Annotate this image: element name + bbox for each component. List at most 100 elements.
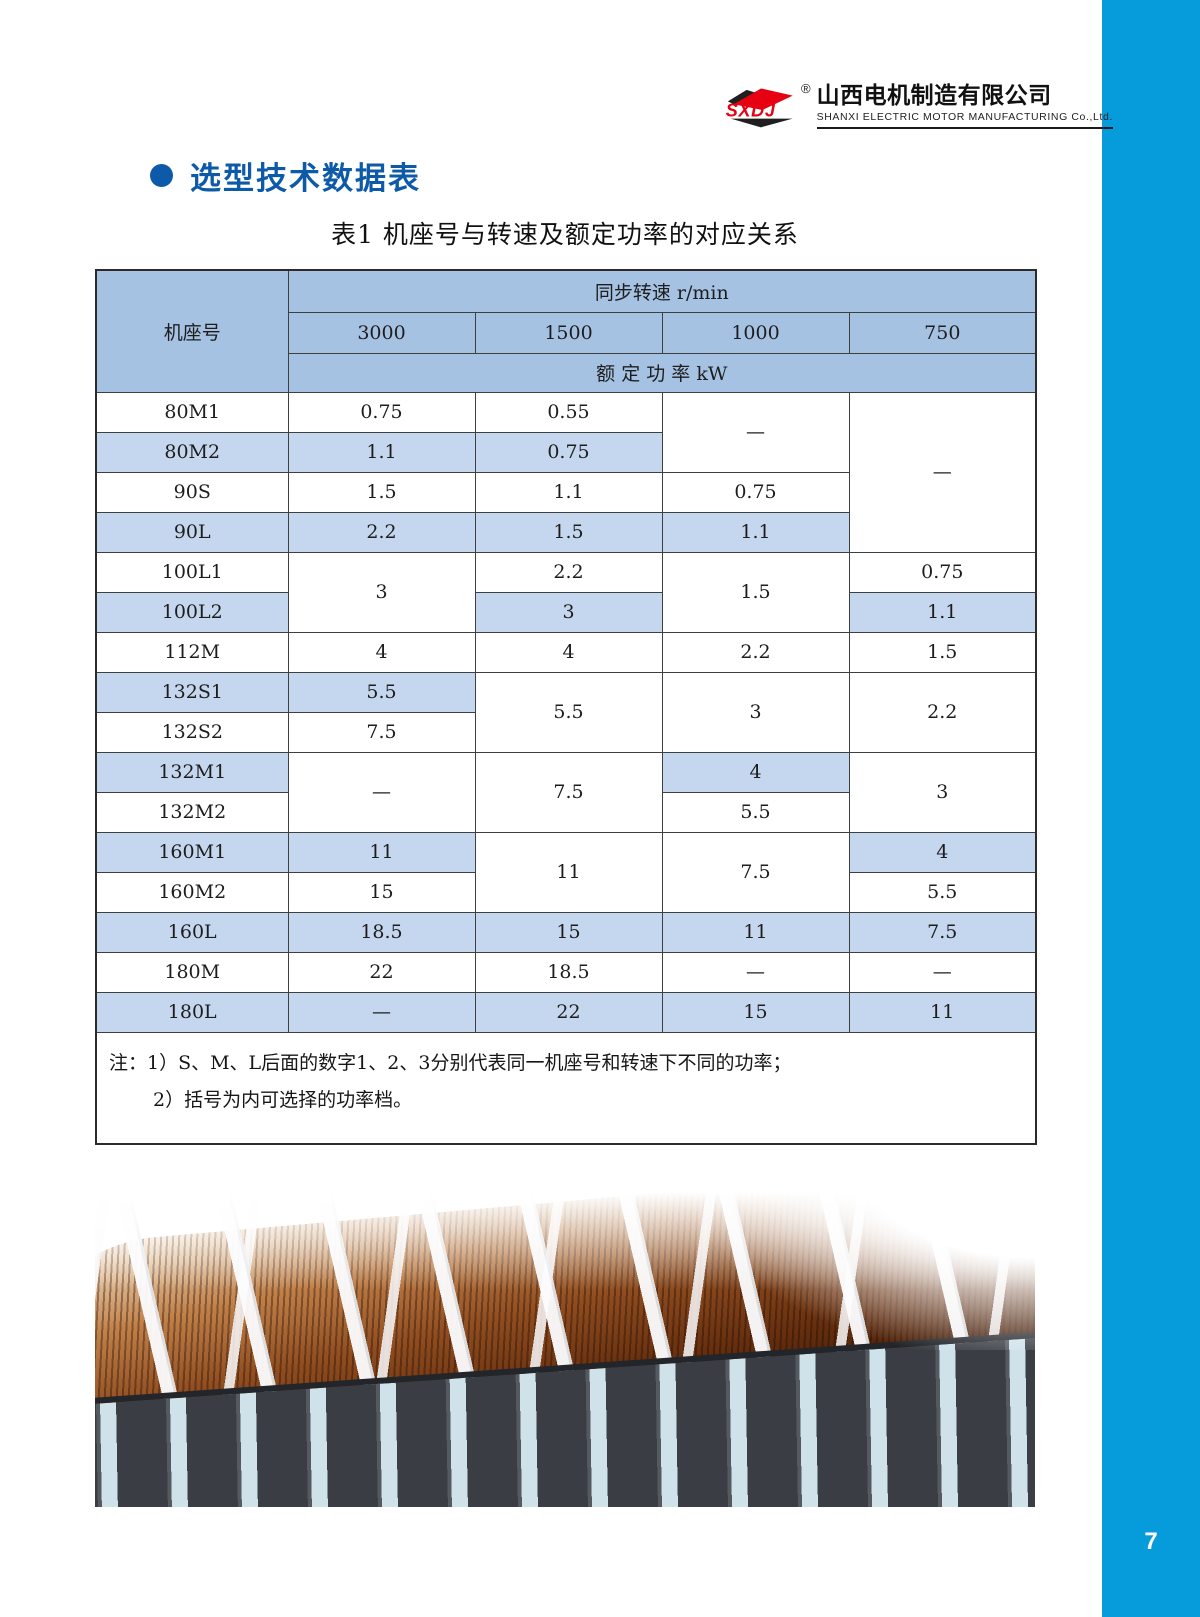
power-cell: 18.5 [474, 951, 663, 993]
company-name-block: 山西电机制造有限公司 SHANXI ELECTRIC MOTOR MANUFAC… [816, 82, 1113, 129]
power-cell: 11 [474, 831, 663, 913]
power-cell: 4 [848, 831, 1037, 873]
power-cell: 2.2 [848, 671, 1037, 753]
page-number: 7 [1144, 1528, 1158, 1555]
table-row: 160M1 11 11 7.5 4 [95, 831, 1037, 913]
stator-winding-photo [95, 1150, 1035, 1507]
selection-table-wrap: 机座号 同步转速 r/min 3000 1500 1000 750 额 定 功 … [95, 269, 1038, 1145]
power-cell: 0.75 [848, 551, 1037, 593]
power-cell: 2.2 [474, 551, 663, 593]
power-cell: 11 [661, 911, 850, 953]
frame-cell: 180M [95, 951, 289, 993]
power-cell: 4 [287, 631, 476, 673]
sxdj-logo-icon: SXDJ [726, 88, 793, 128]
frame-cell: 100L2 [95, 591, 289, 633]
frame-cell: 160M1 [95, 831, 289, 873]
frame-cell: 100L1 [95, 551, 289, 593]
table-row: 90S 1.5 1.1 0.75 [95, 471, 1036, 513]
power-cell: 3 [474, 591, 663, 633]
power-cell: — [848, 951, 1037, 993]
power-cell: 1.5 [474, 511, 663, 553]
table-title: 表1 机座号与转速及额定功率的对应关系 [331, 220, 799, 249]
table-row: 160L 18.5 15 11 7.5 [95, 911, 1037, 953]
header-speed-group: 同步转速 r/min [287, 269, 1037, 313]
header-power-group: 额 定 功 率 kW [287, 352, 1037, 393]
table-notes-row: 注：1）S、M、L后面的数字1、2、3分别代表同一机座号和转速下不同的功率； 2… [95, 1031, 1037, 1145]
power-cell: 0.75 [287, 391, 476, 433]
power-cell: 15 [474, 911, 663, 953]
svg-text:SXDJ: SXDJ [726, 101, 776, 121]
table-row: 132S2 7.5 [95, 711, 1036, 753]
power-cell: 18.5 [287, 911, 476, 953]
power-cell: 1.1 [848, 591, 1037, 633]
table-row: 160M2 15 5.5 [95, 871, 1037, 913]
table-row: 80M2 1.1 0.75 [95, 431, 1036, 473]
header-speed: 1500 [474, 311, 663, 354]
power-cell: 15 [287, 871, 476, 913]
power-cell: — [661, 951, 850, 993]
selection-table: 机座号 同步转速 r/min 3000 1500 1000 750 额 定 功 … [95, 269, 1038, 1145]
power-cell: 22 [474, 991, 663, 1033]
header-frame: 机座号 [95, 269, 289, 393]
power-cell: 5.5 [287, 671, 476, 713]
power-cell: 4 [661, 751, 850, 793]
table-row: 80M1 0.75 0.55 — — [95, 391, 1037, 553]
photo-right-fade [695, 1150, 1035, 1350]
power-cell: 5.5 [848, 871, 1037, 913]
frame-cell: 80M2 [95, 431, 289, 473]
registered-trademark-icon: ® [801, 81, 811, 96]
table-row: 180L — 22 15 11 [95, 991, 1037, 1033]
power-cell: 15 [661, 991, 850, 1033]
frame-cell: 132M1 [95, 751, 289, 793]
power-cell: 7.5 [287, 711, 476, 753]
frame-cell: 160L [95, 911, 289, 953]
table-row: 3000 1500 1000 750 [96, 311, 1037, 354]
table-row: 132M1 — 7.5 4 3 [95, 751, 1037, 833]
power-cell: 22 [287, 951, 476, 993]
header-speed: 1000 [661, 311, 850, 354]
header-speed: 750 [848, 311, 1037, 354]
power-cell: — [287, 991, 476, 1033]
power-cell: 3 [287, 551, 476, 633]
power-cell: 1.1 [474, 471, 663, 513]
power-cell: 1.1 [287, 431, 476, 473]
power-cell: 11 [848, 991, 1037, 1033]
power-cell: 2.2 [661, 631, 850, 673]
power-cell: 4 [474, 631, 663, 673]
frame-cell: 90S [95, 471, 289, 513]
table-row: 112M 4 4 2.2 1.5 [95, 631, 1037, 673]
frame-cell: 132S1 [95, 671, 289, 713]
power-cell: — [848, 391, 1037, 553]
frame-cell: 90L [95, 511, 289, 553]
power-cell: 2.2 [287, 511, 476, 553]
power-cell: 11 [287, 831, 476, 873]
frame-cell: 80M1 [95, 391, 289, 433]
power-cell: — [287, 751, 476, 833]
frame-cell: 160M2 [95, 871, 289, 913]
table-notes: 注：1）S、M、L后面的数字1、2、3分别代表同一机座号和转速下不同的功率； 2… [95, 1031, 1037, 1145]
frame-cell: 112M [95, 631, 289, 673]
section-heading: 选型技术数据表 [150, 153, 421, 198]
power-cell: 1.5 [848, 631, 1037, 673]
frame-cell: 132S2 [95, 711, 289, 753]
bullet-icon [150, 164, 173, 187]
note-line-1: 注：1）S、M、L后面的数字1、2、3分别代表同一机座号和转速下不同的功率； [109, 1051, 792, 1074]
power-cell: 1.5 [661, 551, 850, 633]
power-cell: 3 [848, 751, 1037, 833]
company-name-en: SHANXI ELECTRIC MOTOR MANUFACTURING Co.,… [816, 111, 1113, 123]
header-speed: 3000 [287, 311, 476, 354]
note-line-2: 2）括号为内可选择的功率档。 [153, 1088, 413, 1111]
company-name-cn: 山西电机制造有限公司 [816, 82, 1052, 108]
power-cell: 0.75 [474, 431, 663, 473]
power-cell: 7.5 [848, 911, 1037, 953]
table-row: 132M2 5.5 [95, 791, 1036, 833]
power-cell: 5.5 [661, 791, 850, 833]
page-edge-bar: 7 [1102, 0, 1200, 1617]
frame-cell: 132M2 [95, 791, 289, 833]
power-cell: — [661, 391, 850, 473]
power-cell: 7.5 [474, 751, 663, 833]
table-row: 100L2 3 1.1 [95, 591, 1037, 633]
power-cell: 3 [661, 671, 850, 753]
frame-cell: 180L [95, 991, 289, 1033]
